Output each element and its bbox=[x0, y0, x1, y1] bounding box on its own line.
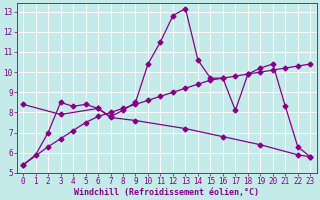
X-axis label: Windchill (Refroidissement éolien,°C): Windchill (Refroidissement éolien,°C) bbox=[74, 188, 259, 197]
